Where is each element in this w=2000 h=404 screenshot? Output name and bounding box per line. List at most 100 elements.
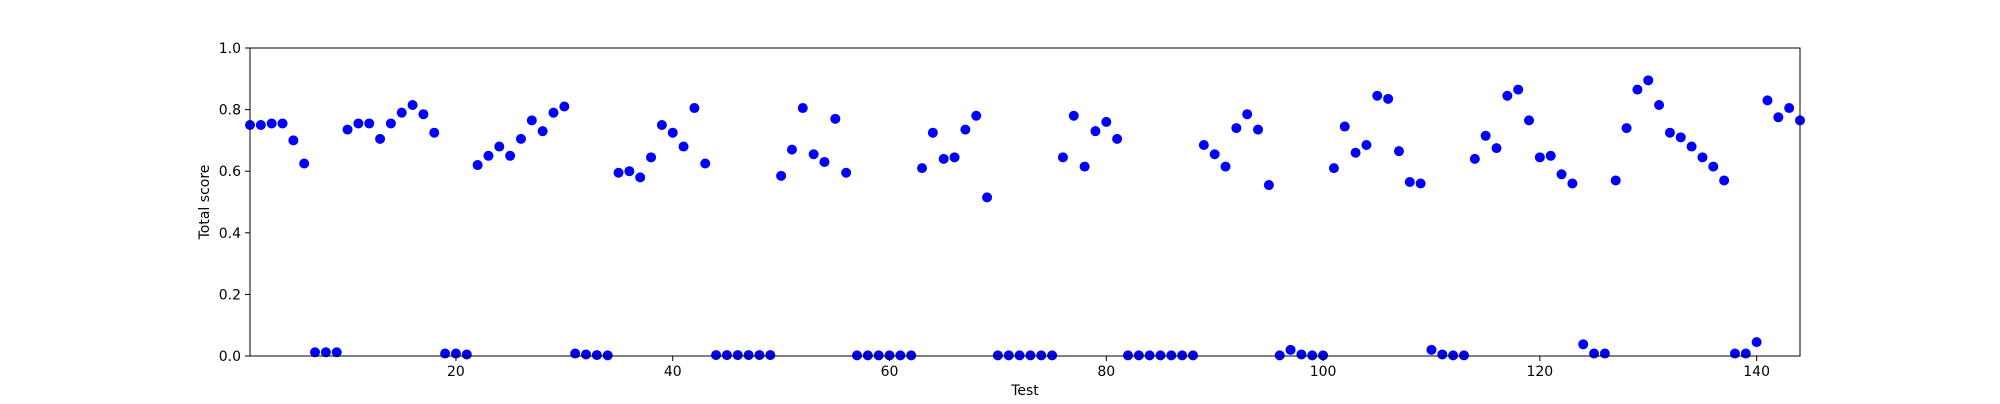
data-point	[851, 350, 862, 361]
data-point	[808, 149, 819, 160]
data-point	[1209, 149, 1220, 160]
data-point	[1524, 115, 1535, 126]
data-point	[1654, 99, 1665, 110]
data-point	[1610, 175, 1621, 186]
y-tick-label: 0.4	[219, 226, 241, 242]
data-point	[689, 103, 700, 114]
data-point	[678, 141, 689, 152]
data-point	[841, 167, 852, 178]
data-point	[288, 135, 299, 146]
data-point	[429, 127, 440, 138]
data-point	[700, 158, 711, 169]
data-point	[342, 124, 353, 135]
data-point	[624, 166, 635, 177]
data-point	[526, 115, 537, 126]
data-point	[1339, 121, 1350, 132]
data-point	[895, 350, 906, 361]
data-point	[1350, 147, 1361, 158]
data-point	[732, 350, 743, 361]
x-axis-label: Test	[1010, 383, 1039, 399]
data-point	[1231, 123, 1242, 134]
data-point	[960, 124, 971, 135]
data-point	[1328, 163, 1339, 174]
data-point	[1784, 103, 1795, 114]
data-point	[635, 172, 646, 183]
data-point	[1426, 344, 1437, 355]
data-point	[418, 109, 429, 120]
data-point	[537, 126, 548, 137]
data-point	[1393, 146, 1404, 157]
data-point	[992, 350, 1003, 361]
data-point	[1047, 350, 1058, 361]
data-point	[1090, 126, 1101, 137]
data-point	[1155, 350, 1166, 361]
plot-frame	[249, 47, 1801, 357]
data-point	[483, 150, 494, 161]
data-point	[581, 349, 592, 360]
y-tick-label: 0.0	[219, 349, 241, 365]
data-point	[743, 350, 754, 361]
data-point	[320, 347, 331, 358]
data-point	[310, 347, 321, 358]
data-point	[1242, 109, 1253, 120]
data-point	[472, 160, 483, 171]
data-point	[1773, 112, 1784, 123]
data-point	[1307, 350, 1318, 361]
data-point	[949, 152, 960, 163]
data-point	[1101, 116, 1112, 127]
data-point	[1253, 124, 1264, 135]
data-point	[1079, 161, 1090, 172]
data-point	[1599, 348, 1610, 359]
data-point	[906, 350, 917, 361]
data-point	[721, 350, 732, 361]
data-point	[873, 350, 884, 361]
data-point	[299, 158, 310, 169]
data-point	[277, 118, 288, 129]
data-point	[1589, 348, 1600, 359]
data-point	[1556, 169, 1567, 180]
data-point	[1166, 350, 1177, 361]
x-tick-label: 20	[447, 364, 465, 380]
data-point	[1719, 175, 1730, 186]
data-point	[1188, 350, 1199, 361]
data-point	[1274, 350, 1285, 361]
data-point	[1437, 349, 1448, 360]
data-point	[266, 118, 277, 129]
data-point	[1448, 350, 1459, 361]
data-point	[1751, 337, 1762, 348]
data-point	[255, 120, 266, 130]
data-point	[1502, 90, 1513, 101]
data-point	[1318, 350, 1329, 361]
data-point	[1177, 350, 1188, 361]
data-point	[548, 107, 559, 118]
data-point	[1112, 133, 1123, 144]
data-point	[830, 113, 841, 124]
data-point	[570, 348, 581, 359]
data-point	[353, 118, 364, 129]
data-point	[515, 133, 526, 144]
data-point	[1697, 152, 1708, 163]
data-point	[1263, 180, 1274, 191]
data-point	[667, 127, 678, 138]
data-point	[505, 150, 516, 161]
data-point	[1458, 350, 1469, 361]
data-point	[1643, 75, 1654, 86]
x-tick-label: 100	[1310, 364, 1337, 380]
data-point	[971, 110, 982, 121]
data-point	[884, 350, 895, 361]
x-tick-label: 80	[1097, 364, 1115, 380]
data-point	[1632, 84, 1643, 95]
data-point	[1383, 93, 1394, 104]
data-point	[776, 170, 787, 181]
data-point	[1003, 350, 1014, 361]
data-point	[440, 348, 451, 359]
data-point	[1404, 176, 1415, 187]
y-tick-label: 0.2	[219, 287, 241, 303]
data-point	[1686, 141, 1697, 152]
data-point	[1133, 350, 1144, 361]
data-point	[646, 152, 657, 163]
data-point	[917, 163, 928, 174]
x-tick-label: 140	[1743, 364, 1770, 380]
data-point	[1740, 348, 1751, 359]
